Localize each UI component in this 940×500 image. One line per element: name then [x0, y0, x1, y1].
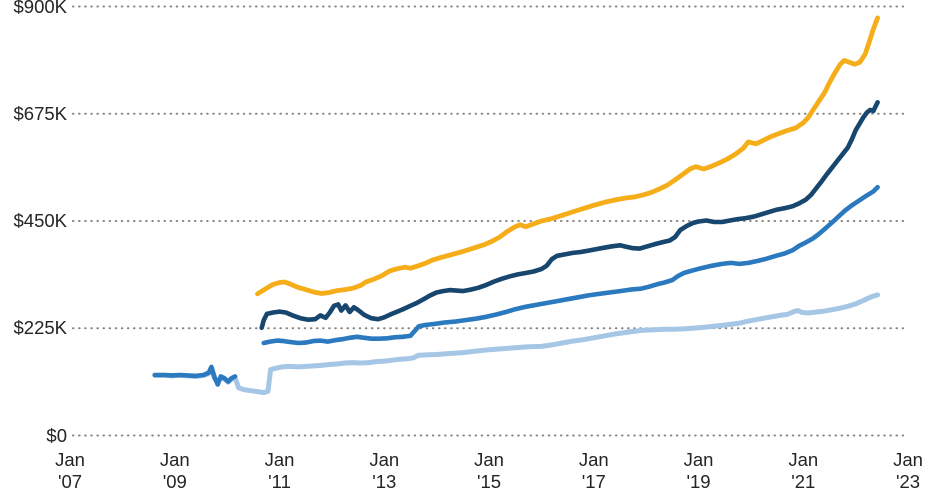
- x-tick-label: Jan '23: [863, 449, 940, 492]
- gold-line: [255, 15, 880, 297]
- x-tick-year: '09: [162, 470, 187, 492]
- x-tick-label: Jan '19: [654, 449, 744, 492]
- x-tick-month: Jan: [578, 449, 609, 470]
- x-tick-label: Jan '07: [25, 449, 115, 492]
- x-tick-year: '11: [268, 470, 291, 492]
- x-tick-year: '07: [57, 470, 83, 492]
- x-tick-month: Jan: [55, 449, 85, 470]
- x-tick-year: '15: [476, 470, 502, 492]
- x-tick-month: Jan: [474, 449, 504, 470]
- dark-blue-line: [259, 100, 880, 331]
- x-tick-month: Jan: [264, 449, 295, 470]
- x-tick-label: Jan '09: [130, 449, 220, 492]
- x-tick-month: Jan: [159, 449, 190, 470]
- x-tick-label: Jan '13: [339, 449, 429, 492]
- x-tick-label: Jan '17: [549, 449, 639, 492]
- medium-blue-line: [152, 364, 238, 387]
- x-tick-year: '17: [581, 470, 606, 492]
- x-tick-month: Jan: [893, 449, 923, 470]
- x-tick-label: Jan '15: [444, 449, 534, 492]
- x-tick-year: '23: [895, 470, 921, 492]
- x-tick-year: '13: [372, 470, 397, 492]
- y-tick-label: $450K: [13, 210, 68, 231]
- y-tick-label: $0: [46, 424, 67, 446]
- y-tick-label: $900K: [13, 0, 68, 17]
- y-tick-label: $675K: [13, 102, 68, 124]
- x-tick-month: Jan: [788, 449, 819, 470]
- y-tick-label: $225K: [13, 317, 68, 339]
- x-tick-label: Jan '11: [235, 449, 325, 492]
- medium-blue-line: [261, 184, 880, 346]
- x-tick-month: Jan: [369, 449, 400, 470]
- x-tick-year: '21: [791, 470, 816, 492]
- light-blue-line: [152, 292, 881, 396]
- x-tick-month: Jan: [683, 449, 714, 470]
- x-tick-year: '19: [686, 470, 711, 492]
- x-tick-label: Jan '21: [758, 449, 848, 492]
